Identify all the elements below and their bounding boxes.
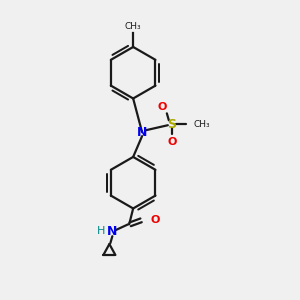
Text: N: N <box>137 126 147 139</box>
Text: O: O <box>157 102 167 112</box>
Text: H: H <box>97 226 105 236</box>
Text: CH₃: CH₃ <box>194 120 210 129</box>
Text: S: S <box>167 118 176 131</box>
Text: O: O <box>167 137 176 147</box>
Text: CH₃: CH₃ <box>125 22 142 31</box>
Text: N: N <box>107 225 118 238</box>
Text: O: O <box>151 215 160 225</box>
